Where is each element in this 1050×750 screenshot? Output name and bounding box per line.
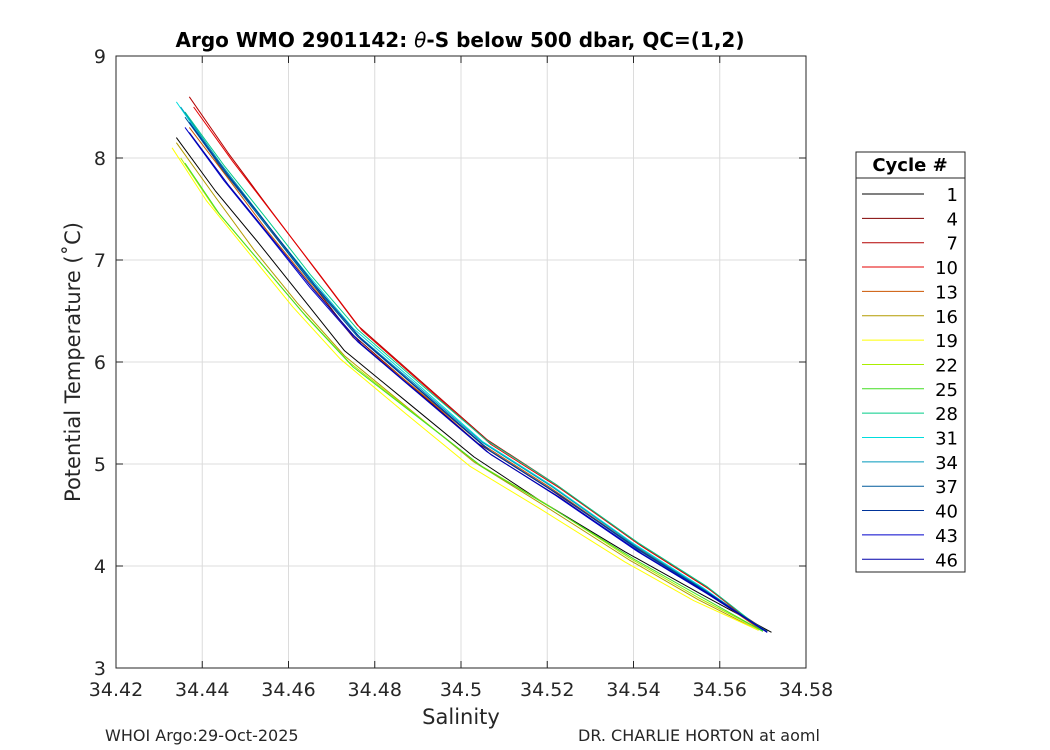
series-line-cycle-19 bbox=[171, 147, 759, 631]
x-tick-label: 34.46 bbox=[261, 679, 315, 701]
series-layer bbox=[171, 96, 772, 633]
y-tick-label: 5 bbox=[94, 454, 106, 476]
legend-label-cycle-28: 28 bbox=[935, 404, 958, 425]
chart-title: Argo WMO 2901142: θ-S below 500 dbar, QC… bbox=[176, 28, 745, 52]
legend-label-cycle-7: 7 bbox=[947, 234, 958, 255]
legend-label-cycle-40: 40 bbox=[935, 502, 958, 523]
legend-label-cycle-16: 16 bbox=[935, 307, 958, 328]
x-axis-label: Salinity bbox=[422, 705, 500, 729]
footer-right-text: DR. CHARLIE HORTON at aoml bbox=[578, 726, 820, 745]
x-tick-label: 34.56 bbox=[693, 679, 747, 701]
legend-label-cycle-13: 13 bbox=[935, 282, 958, 303]
series-line-cycle-16 bbox=[175, 142, 759, 631]
x-tick-label: 34.52 bbox=[520, 679, 574, 701]
legend: Cycle # 1 4 7 10 13 16 19 22 25 28 31 34 37 40 43 46 bbox=[855, 151, 966, 573]
legend-label-cycle-31: 31 bbox=[935, 429, 958, 450]
y-tick-label: 6 bbox=[94, 352, 106, 374]
legend-label-cycle-43: 43 bbox=[935, 526, 958, 547]
footer-left-text: WHOI Argo:29-Oct-2025 bbox=[105, 726, 299, 745]
series-line-cycle-1 bbox=[175, 137, 772, 633]
y-tick-label: 3 bbox=[94, 658, 106, 680]
chart-title-suffix: -S below 500 dbar, QC=(1,2) bbox=[426, 28, 744, 52]
x-tick-label: 34.5 bbox=[440, 679, 482, 701]
y-axis-ticks: 3 4 5 6 7 8 9 bbox=[94, 46, 806, 680]
x-axis-ticks: 34.42 34.44 34.46 34.48 34.5 34.52 34.54 34.56 3… bbox=[89, 56, 833, 701]
legend-label-cycle-46: 46 bbox=[935, 550, 958, 571]
series-line-cycle-28 bbox=[184, 111, 764, 631]
legend-label-cycle-22: 22 bbox=[935, 355, 958, 376]
y-tick-label: 7 bbox=[94, 250, 106, 272]
legend-entries: 1 4 7 10 13 16 19 22 25 28 31 34 37 40 43 46 bbox=[862, 185, 958, 571]
series-line-cycle-37 bbox=[184, 116, 768, 632]
x-tick-label: 34.44 bbox=[175, 679, 229, 701]
chart-title-prefix: Argo WMO 2901142: bbox=[176, 28, 415, 52]
legend-box bbox=[855, 151, 966, 573]
y-tick-label: 4 bbox=[94, 556, 106, 578]
legend-label-cycle-10: 10 bbox=[935, 258, 958, 279]
x-tick-label: 34.42 bbox=[89, 679, 143, 701]
series-line-cycle-10 bbox=[193, 106, 764, 632]
legend-label-cycle-19: 19 bbox=[935, 331, 958, 352]
y-tick-label: 9 bbox=[94, 46, 106, 68]
legend-title: Cycle # bbox=[872, 155, 947, 176]
y-axis-label: Potential Temperature (˚C) bbox=[61, 222, 85, 502]
x-tick-label: 34.58 bbox=[779, 679, 833, 701]
chart-title-theta-symbol: θ bbox=[414, 28, 426, 52]
legend-label-cycle-34: 34 bbox=[935, 453, 958, 474]
y-tick-label: 8 bbox=[94, 148, 106, 170]
series-line-cycle-34 bbox=[180, 106, 764, 631]
legend-label-cycle-25: 25 bbox=[935, 380, 958, 401]
legend-label-cycle-4: 4 bbox=[947, 209, 958, 230]
legend-label-cycle-1: 1 bbox=[947, 185, 958, 206]
x-tick-label: 34.48 bbox=[348, 679, 402, 701]
series-line-cycle-25 bbox=[184, 162, 764, 632]
legend-label-cycle-37: 37 bbox=[935, 477, 958, 498]
x-tick-label: 34.54 bbox=[606, 679, 660, 701]
series-line-cycle-46 bbox=[188, 132, 768, 633]
series-line-cycle-40 bbox=[188, 122, 768, 633]
